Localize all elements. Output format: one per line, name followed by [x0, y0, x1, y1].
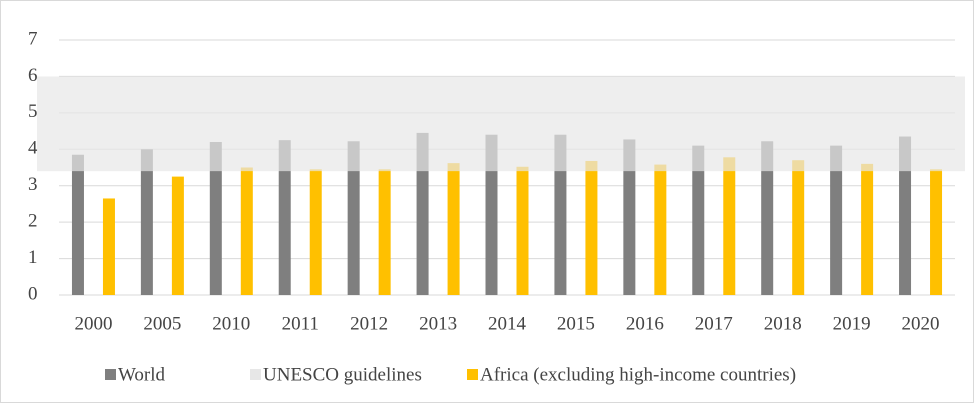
- x-tick-label: 2015: [557, 313, 595, 334]
- bar: [378, 169, 391, 295]
- y-tick-label: 6: [28, 65, 38, 86]
- bar: [723, 157, 736, 295]
- legend-swatch: [250, 369, 261, 380]
- x-tick-label: 2000: [74, 313, 112, 334]
- bar: [71, 154, 84, 295]
- x-tick-label: 2011: [282, 313, 319, 334]
- bar: [240, 167, 253, 295]
- x-tick-label: 2016: [626, 313, 664, 334]
- x-tick-label: 2019: [833, 313, 871, 334]
- bar: [585, 160, 598, 295]
- bar: [830, 145, 843, 295]
- y-tick-label: 4: [28, 138, 38, 159]
- x-tick-label: 2014: [488, 313, 527, 334]
- legend-label: Africa (excluding high-income countries): [480, 364, 796, 385]
- bar: [209, 142, 222, 295]
- bar: [554, 134, 567, 295]
- bar: [485, 134, 498, 295]
- legend-swatch: [105, 369, 116, 380]
- bar: [692, 145, 705, 295]
- x-tick-label: 2018: [764, 313, 802, 334]
- x-tick-label: 2005: [143, 313, 181, 334]
- bar: [930, 169, 943, 295]
- guideline-band: [37, 76, 965, 172]
- x-tick-label: 2017: [695, 313, 733, 334]
- bar: [623, 139, 636, 295]
- bar: [447, 163, 460, 295]
- y-tick-label: 7: [28, 28, 38, 49]
- bar: [899, 136, 912, 295]
- y-tick-label: 3: [28, 174, 38, 195]
- bar: [861, 163, 874, 295]
- bar: [171, 176, 184, 295]
- y-tick-label: 5: [28, 101, 38, 122]
- y-tick-label: 2: [28, 211, 38, 232]
- x-tick-label: 2020: [902, 313, 940, 334]
- legend-label: UNESCO guidelines: [263, 364, 422, 385]
- bar: [792, 160, 805, 295]
- legend-swatch: [467, 369, 478, 380]
- legend-label: World: [118, 364, 166, 385]
- bar: [102, 198, 115, 295]
- bar: [309, 169, 322, 295]
- x-tick-label: 2012: [350, 313, 388, 334]
- bar: [140, 149, 153, 295]
- bar: [516, 166, 529, 295]
- y-tick-label: 1: [28, 247, 38, 268]
- bar: [654, 164, 667, 295]
- x-tick-label: 2010: [212, 313, 250, 334]
- y-tick-label: 0: [28, 283, 38, 304]
- x-tick-label: 2013: [419, 313, 457, 334]
- bar: [347, 141, 360, 295]
- bar: [278, 140, 291, 295]
- bar: [416, 132, 429, 295]
- bar: [761, 141, 774, 295]
